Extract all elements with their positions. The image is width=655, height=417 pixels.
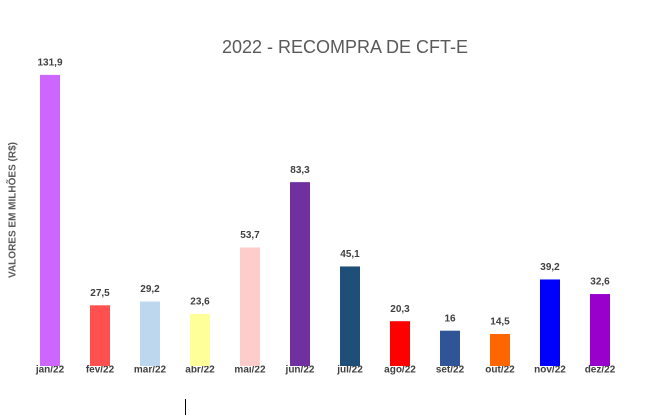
value-label: 29,2 — [140, 284, 160, 295]
x-tick-label: jun/22 — [285, 365, 315, 376]
value-label: 131,9 — [37, 58, 62, 69]
y-axis-label: VALORES EM MILHÕES (R$) — [6, 142, 19, 278]
x-tick-label: jan/22 — [35, 365, 65, 376]
value-label: 53,7 — [240, 230, 260, 241]
bar — [40, 74, 60, 366]
bar — [390, 321, 410, 366]
bar — [440, 330, 460, 366]
value-label: 83,3 — [290, 165, 310, 176]
bar — [240, 247, 260, 366]
chart-title: 2022 - RECOMPRA DE CFT-E — [222, 37, 468, 57]
bar — [540, 279, 560, 366]
value-label: 39,2 — [540, 262, 560, 273]
x-tick-label: abr/22 — [185, 365, 215, 376]
value-label: 27,5 — [90, 288, 110, 299]
x-tick-label: dez/22 — [585, 365, 616, 376]
value-label: 45,1 — [340, 249, 360, 260]
value-label: 20,3 — [390, 304, 410, 315]
x-tick-label: mai/22 — [234, 365, 266, 376]
bar — [590, 294, 610, 366]
bar — [140, 301, 160, 366]
value-label: 14,5 — [490, 317, 510, 328]
bar — [340, 266, 360, 366]
value-label: 16 — [444, 313, 456, 324]
bar — [190, 313, 210, 366]
x-tick-label: jul/22 — [336, 365, 363, 376]
value-label: 32,6 — [590, 277, 610, 288]
bar — [90, 305, 110, 366]
x-tick-label: nov/22 — [534, 365, 566, 376]
x-tick-label: mar/22 — [134, 365, 167, 376]
x-tick-label: out/22 — [485, 365, 515, 376]
bar — [490, 333, 510, 366]
bar — [290, 182, 310, 366]
x-tick-label: set/22 — [436, 365, 465, 376]
x-tick-label: ago/22 — [384, 365, 416, 376]
x-tick-label: fev/22 — [86, 365, 115, 376]
value-label: 23,6 — [190, 297, 210, 308]
